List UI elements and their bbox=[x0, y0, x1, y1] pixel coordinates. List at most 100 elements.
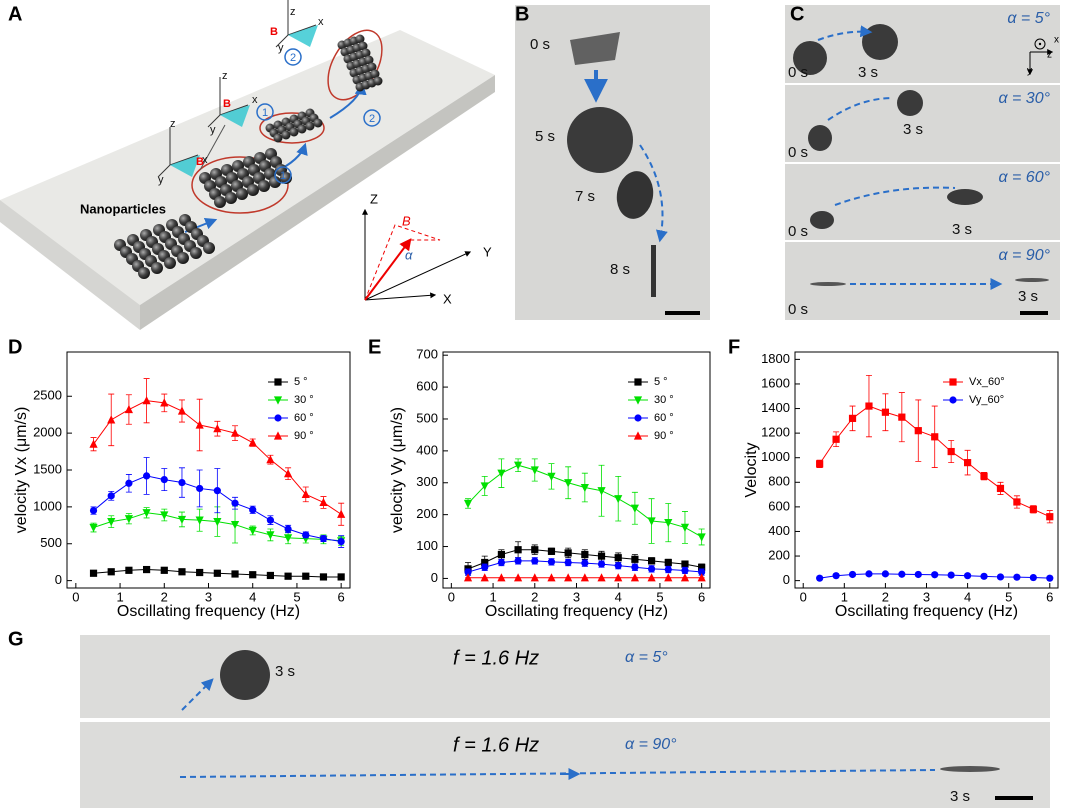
y-tick-label: 400 bbox=[416, 442, 438, 457]
step-circle bbox=[363, 109, 381, 127]
data-point bbox=[1013, 498, 1021, 506]
data-point bbox=[230, 428, 240, 437]
frame-label: z bbox=[222, 70, 228, 82]
data-point bbox=[337, 537, 345, 546]
data-point bbox=[698, 563, 706, 571]
step-number: 1 bbox=[262, 107, 268, 119]
data-point bbox=[319, 497, 328, 507]
alpha-label: α = 30° bbox=[998, 90, 1050, 107]
alpha-label: α = 90° bbox=[998, 247, 1050, 264]
frame-label: z bbox=[290, 6, 296, 18]
nanoparticle bbox=[151, 262, 163, 274]
frame-label: y bbox=[158, 174, 164, 186]
data-point bbox=[581, 550, 589, 559]
y-tick-label: 500 bbox=[40, 535, 62, 550]
x-tick-label: 1 bbox=[116, 589, 123, 604]
nanoparticle bbox=[236, 188, 248, 200]
data-point bbox=[1029, 505, 1037, 513]
axis-line bbox=[157, 164, 171, 178]
data-point bbox=[1013, 573, 1021, 581]
data-point bbox=[597, 552, 606, 560]
data-point bbox=[107, 518, 116, 527]
x-tick-label: 3 bbox=[923, 589, 930, 604]
x-tick-label: 4 bbox=[249, 589, 256, 604]
nanoparticle bbox=[289, 127, 299, 137]
data-point bbox=[284, 572, 292, 580]
data-point bbox=[283, 469, 293, 478]
inset-label: X bbox=[443, 291, 452, 306]
data-point bbox=[249, 571, 257, 579]
data-point bbox=[124, 404, 134, 414]
data-point bbox=[947, 447, 955, 456]
y-tick-label: 200 bbox=[768, 547, 790, 562]
data-point bbox=[680, 573, 690, 582]
data-point bbox=[1029, 573, 1037, 582]
panel-b-objects bbox=[567, 32, 700, 315]
field-plane bbox=[170, 155, 200, 177]
data-point bbox=[580, 573, 589, 582]
y-tick-label: 1000 bbox=[761, 449, 790, 464]
data-point bbox=[481, 563, 489, 571]
data-point bbox=[931, 571, 939, 579]
data-point bbox=[581, 559, 589, 567]
data-point bbox=[947, 571, 955, 579]
data-point bbox=[963, 572, 972, 580]
nanoparticle bbox=[190, 247, 202, 259]
data-point bbox=[530, 466, 539, 475]
data-point bbox=[513, 573, 523, 582]
nanoparticle bbox=[370, 69, 380, 79]
data-point bbox=[564, 479, 573, 488]
x-tick-label: 2 bbox=[882, 589, 889, 604]
y-tick-label: 1400 bbox=[761, 400, 790, 415]
legend-marker bbox=[274, 414, 282, 422]
chart: 0 500 1000 1500 2000 2500 0 1 2 3 4 5 6 Oscillating f… bbox=[13, 351, 351, 620]
data-point bbox=[480, 482, 489, 491]
legend-marker bbox=[274, 378, 282, 386]
data-point bbox=[597, 560, 606, 568]
x-tick-label: 6 bbox=[1046, 589, 1053, 604]
axis-key: x bbox=[1054, 35, 1059, 46]
y-axis-label: velocity Vx (μm/s) bbox=[13, 407, 30, 534]
data-point bbox=[125, 479, 133, 487]
nanoparticle bbox=[225, 192, 237, 204]
data-point bbox=[580, 483, 589, 493]
data-point bbox=[898, 570, 906, 578]
frame-label: x bbox=[318, 16, 324, 28]
data-point bbox=[547, 573, 556, 582]
data-point bbox=[832, 572, 840, 580]
legend-marker bbox=[634, 414, 642, 422]
y-tick-label: 500 bbox=[416, 410, 438, 425]
legend-label: 90 ° bbox=[654, 430, 674, 442]
data-point bbox=[881, 408, 890, 416]
legend-marker bbox=[273, 396, 283, 405]
legend-label: 5 ° bbox=[294, 376, 308, 388]
legend-label: 30 ° bbox=[294, 394, 314, 406]
frequency-label: f = 1.6 Hz bbox=[453, 647, 539, 669]
data-point bbox=[302, 572, 310, 580]
data-point bbox=[142, 509, 151, 518]
panel-letter: F bbox=[728, 336, 740, 358]
data-point bbox=[107, 568, 115, 576]
data-point bbox=[631, 563, 639, 571]
data-point bbox=[865, 570, 873, 578]
data-point bbox=[107, 492, 115, 500]
data-point bbox=[107, 415, 116, 424]
step-number: 1 bbox=[280, 170, 286, 182]
data-point bbox=[698, 568, 706, 576]
x-tick-label: 5 bbox=[1005, 589, 1012, 604]
data-point bbox=[231, 570, 239, 578]
x-axis-label: Oscillating frequency (Hz) bbox=[835, 603, 1018, 620]
data-point bbox=[816, 460, 824, 468]
nanoparticle bbox=[313, 118, 323, 128]
data-point bbox=[230, 520, 240, 530]
data-point bbox=[497, 573, 506, 582]
data-point bbox=[848, 414, 857, 422]
nanoparticle bbox=[373, 76, 383, 86]
nanoparticle bbox=[164, 257, 176, 269]
step-circle bbox=[284, 48, 302, 66]
legend-label: 30 ° bbox=[654, 394, 674, 406]
y-tick-label: 0 bbox=[431, 570, 438, 585]
x-tick-label: 3 bbox=[205, 589, 212, 604]
data-point bbox=[160, 566, 168, 574]
field-plane bbox=[220, 105, 250, 127]
